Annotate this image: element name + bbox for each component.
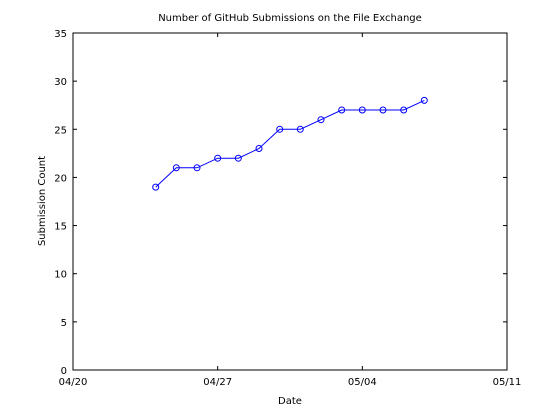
- x-axis-label: Date: [278, 396, 302, 407]
- data-point: [172, 164, 180, 172]
- y-tick-label: 0: [61, 366, 67, 377]
- data-point: [255, 145, 263, 152]
- data-point: [152, 183, 160, 191]
- x-tick-label: 04/20: [59, 377, 88, 388]
- data-point: [338, 106, 346, 114]
- y-tick-label: 30: [54, 77, 67, 88]
- y-tick-label: 5: [61, 318, 67, 329]
- y-axis-label: Submission Count: [37, 156, 48, 246]
- series-group: [152, 96, 428, 191]
- y-tick-label: 15: [54, 222, 67, 233]
- y-tick-label: 25: [54, 125, 67, 136]
- data-point: [193, 164, 201, 172]
- data-point: [214, 154, 222, 162]
- data-point: [296, 125, 304, 133]
- axes-box: [72, 32, 508, 371]
- plot-area: [72, 32, 508, 371]
- y-tick-label: 20: [54, 173, 67, 184]
- x-tick-label: 04/27: [203, 377, 232, 388]
- data-point: [234, 154, 242, 162]
- x-axis: 04/20 04/27 05/04 05/11: [59, 33, 522, 388]
- y-tick-label: 10: [54, 270, 67, 281]
- y-axis: 0 5 10 15 20 25 30 35: [54, 29, 507, 377]
- x-tick-label: 05/04: [348, 377, 377, 388]
- x-tick-label: 05/11: [493, 377, 522, 388]
- data-point: [400, 106, 408, 114]
- data-point: [379, 106, 387, 114]
- data-point: [420, 96, 428, 104]
- chart-title: Number of GitHub Submissions on the File…: [158, 13, 422, 24]
- data-point: [276, 125, 284, 133]
- data-point: [317, 116, 325, 124]
- data-point: [358, 106, 366, 114]
- y-tick-label: 35: [54, 29, 67, 40]
